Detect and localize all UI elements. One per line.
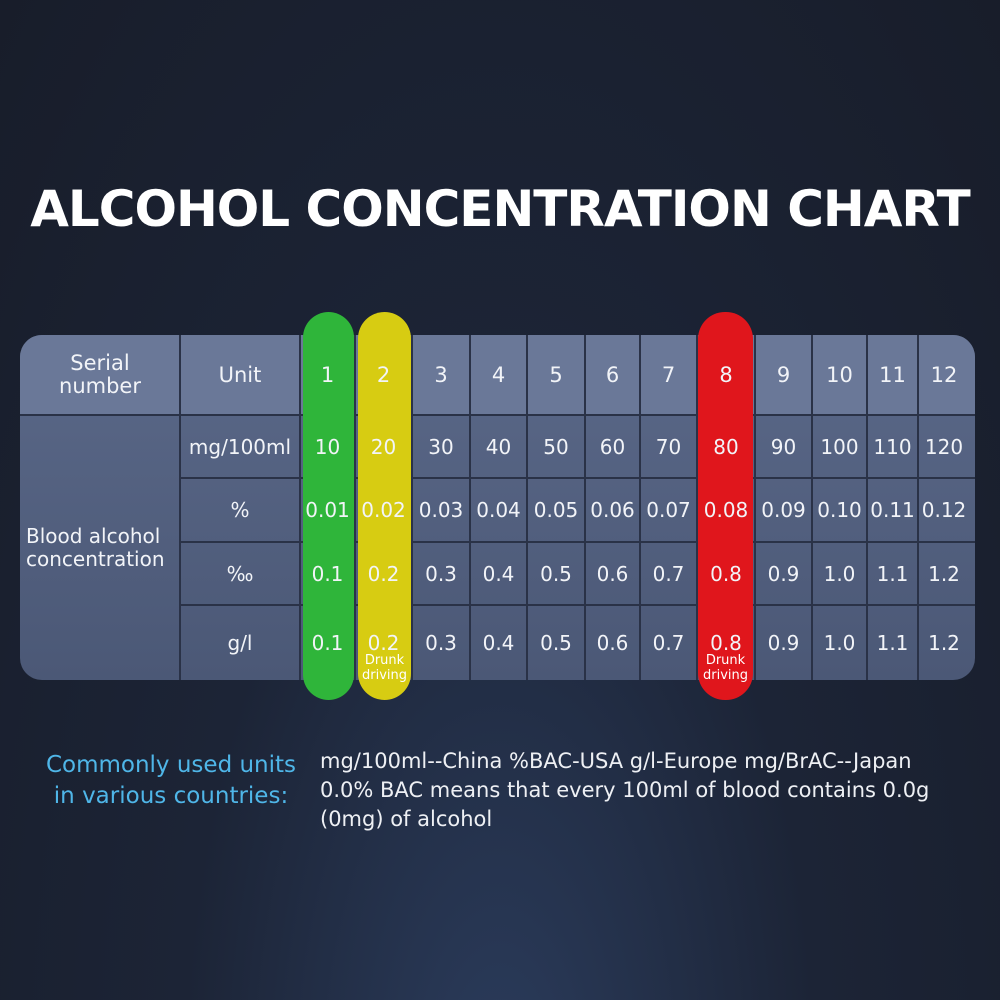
footer-line: mg/100ml--China %BAC-USA g/l-Europe mg/B… — [320, 749, 912, 773]
value-cell: 0.1 — [311, 630, 344, 655]
table — [20, 335, 975, 680]
value-cell: 1.2 — [928, 630, 960, 655]
column-divider — [411, 335, 413, 680]
header-cell: 8 — [719, 362, 733, 387]
value-cell: 110 — [873, 434, 912, 459]
highlight-red — [698, 312, 753, 700]
value-cell: 0.7 — [652, 630, 685, 655]
unit-cell: mg/100ml — [188, 434, 292, 459]
column-divider — [299, 335, 301, 680]
column-divider — [639, 335, 641, 680]
column-divider — [354, 335, 356, 680]
value-cell: 90 — [770, 434, 797, 459]
column-divider — [584, 335, 586, 680]
highlight-green — [303, 312, 354, 700]
highlight-yellow — [358, 312, 411, 700]
column-divider — [866, 335, 868, 680]
value-cell: 1.1 — [876, 630, 909, 655]
footer-text: mg/100ml--China %BAC-USA g/l-Europe mg/B… — [320, 747, 929, 834]
header-cell: 12 — [930, 362, 958, 387]
value-cell: 0.06 — [590, 498, 635, 522]
value-cell: 0.02 — [361, 498, 406, 522]
value-cell: 60 — [599, 434, 626, 459]
value-cell: 0.01 — [305, 498, 350, 522]
value-cell: 1.0 — [823, 561, 856, 586]
value-cell: 0.9 — [767, 630, 800, 655]
value-cell: 1.1 — [876, 561, 909, 586]
value-cell: 0.08 — [703, 498, 749, 522]
column-divider — [179, 335, 181, 680]
column-divider — [754, 335, 756, 680]
header-cell: 7 — [661, 362, 676, 387]
unit-cell: g/l — [227, 630, 253, 655]
header-cell: 11 — [879, 362, 906, 387]
value-cell: 0.1 — [311, 561, 344, 586]
column-divider — [917, 335, 919, 680]
group-label: Blood alcohol concentration — [26, 523, 165, 571]
value-cell: 0.6 — [596, 630, 629, 655]
header-cell: 1 — [320, 362, 335, 387]
header-cell: 9 — [776, 362, 791, 387]
column-divider — [696, 335, 698, 680]
value-cell: 0.7 — [652, 561, 685, 586]
drunk-driving-note: Drunk driving — [702, 653, 748, 683]
value-cell: 20 — [370, 434, 397, 459]
header-cell: 10 — [826, 362, 853, 387]
value-cell: 80 — [713, 434, 739, 459]
value-cell: 0.9 — [767, 561, 800, 586]
value-cell: 0.4 — [482, 630, 515, 655]
header-cell: 5 — [549, 362, 563, 387]
value-cell: 0.11 — [870, 498, 915, 522]
value-cell: 70 — [655, 434, 682, 459]
row-divider — [180, 477, 975, 479]
value-cell: 0.04 — [476, 498, 521, 522]
header-cell: 2 — [376, 362, 391, 387]
footer-label: Commonly used units in various countries… — [45, 752, 297, 809]
header-cell: Serial number — [59, 351, 141, 398]
row-divider — [180, 541, 975, 543]
header-cell: 3 — [434, 362, 448, 387]
value-cell: 0.2 — [367, 561, 400, 586]
value-cell: 1.0 — [823, 630, 856, 655]
value-cell: 0.8 — [710, 561, 742, 586]
value-cell: 0.6 — [596, 561, 629, 586]
drunk-driving-note: Drunk driving — [361, 653, 407, 683]
column-divider — [811, 335, 813, 680]
value-cell: 10 — [314, 434, 341, 459]
value-cell: 0.5 — [540, 561, 572, 586]
value-cell: 0.8 — [710, 630, 742, 655]
value-cell: 0.05 — [533, 498, 579, 522]
footer-line: (0mg) of alcohol — [320, 807, 493, 831]
header-cell: 4 — [491, 362, 506, 387]
header-cell: 6 — [605, 362, 620, 387]
value-cell: 0.3 — [425, 630, 457, 655]
unit-cell: % — [230, 498, 250, 522]
column-divider — [469, 335, 471, 680]
value-cell: 0.03 — [418, 498, 464, 522]
value-cell: 30 — [428, 434, 454, 459]
value-cell: 0.09 — [761, 498, 806, 522]
value-cell: 40 — [485, 434, 512, 459]
header-cell: Unit — [218, 362, 262, 387]
unit-cell: ‰ — [226, 561, 254, 586]
row-divider — [180, 414, 975, 416]
value-cell: 0.12 — [921, 498, 967, 522]
value-cell: 0.4 — [482, 561, 515, 586]
value-cell: 0.07 — [646, 498, 691, 522]
column-divider — [526, 335, 528, 680]
value-cell: 0.10 — [817, 498, 862, 522]
value-cell: 50 — [543, 434, 569, 459]
row-divider — [180, 604, 975, 606]
value-cell: 0.3 — [425, 561, 457, 586]
value-cell: 0.5 — [540, 630, 572, 655]
value-cell: 100 — [820, 434, 859, 459]
footer-line: 0.0% BAC means that every 100ml of blood… — [320, 778, 930, 802]
row-divider — [20, 414, 180, 416]
value-cell: 0.2 — [367, 630, 400, 655]
value-cell: 120 — [924, 434, 964, 459]
title: ALCOHOL CONCENTRATION CHART — [30, 180, 971, 238]
value-cell: 1.2 — [928, 561, 960, 586]
